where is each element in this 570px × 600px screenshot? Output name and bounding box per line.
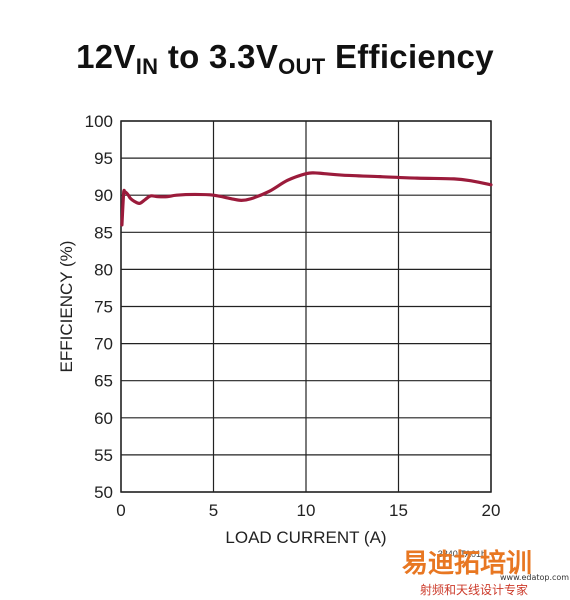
watermark-chinese: 易迪拓培训 <box>402 549 532 579</box>
x-tick-label: 5 <box>209 501 218 520</box>
plot-frame <box>120 120 492 493</box>
y-tick-label: 80 <box>94 260 113 279</box>
x-tick-label: 0 <box>116 501 125 520</box>
watermark-url: www.edatop.com <box>500 573 569 582</box>
y-tick-label: 65 <box>94 372 113 391</box>
title-part-12v: 12V <box>76 38 136 75</box>
title-part-to: to 3.3V <box>158 38 279 75</box>
watermark-subtitle: 射频和天线设计专家 <box>420 582 528 597</box>
title-part-efficiency: Efficiency <box>325 38 494 75</box>
title-part-out: OUT <box>278 54 326 79</box>
x-tick-label: 20 <box>482 501 501 520</box>
chart-title: 12VIN to 3.3VOUT Efficiency <box>0 38 570 80</box>
efficiency-curve <box>120 171 493 227</box>
y-tick-label: 100 <box>85 112 113 131</box>
title-part-in: IN <box>135 54 159 79</box>
x-tick-label: 10 <box>297 501 316 520</box>
y-axis-label: EFFICIENCY (%) <box>57 241 76 373</box>
tick-labels: 50 55 60 65 70 75 80 85 90 95 100 0 5 10 15 20 <box>85 112 501 520</box>
watermark: 易迪拓培训 射频和天线设计专家 www.edatop.com <box>402 549 569 597</box>
figure-id: 3840 TA01b <box>438 549 486 559</box>
y-tick-label: 90 <box>94 186 113 205</box>
grid <box>120 120 492 493</box>
y-tick-label: 50 <box>94 483 113 502</box>
x-axis-label: LOAD CURRENT (A) <box>225 528 386 547</box>
y-tick-label: 70 <box>94 335 113 354</box>
y-tick-label: 85 <box>94 223 113 242</box>
y-tick-label: 60 <box>94 409 113 428</box>
y-tick-label: 55 <box>94 446 113 465</box>
y-tick-label: 95 <box>94 149 113 168</box>
x-tick-label: 15 <box>389 501 408 520</box>
y-tick-label: 75 <box>94 298 113 317</box>
